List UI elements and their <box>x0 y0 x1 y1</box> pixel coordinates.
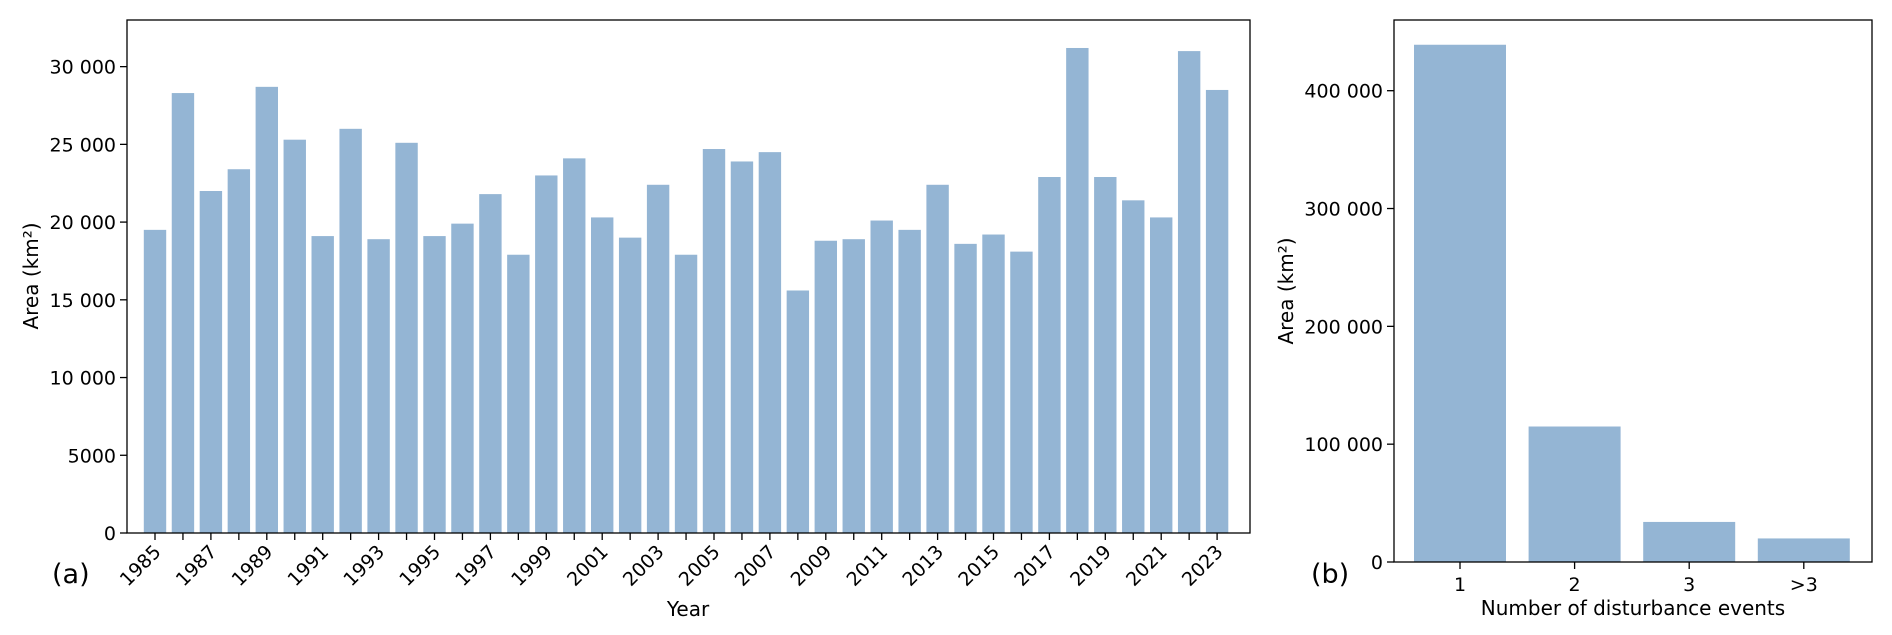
panel-a-bar-2016 <box>1010 251 1033 534</box>
panel-a-x-tick-label: 2017 <box>1010 541 1060 591</box>
panel-a-y-axis-label: Area (km²) <box>19 222 43 329</box>
panel-b-y-tick-label: 200 000 <box>1304 316 1383 338</box>
panel-a-bar-1990 <box>283 139 306 533</box>
panel-a-bars <box>143 47 1229 534</box>
panel-a-bar-1991 <box>311 236 334 533</box>
panel-a-bar-2002 <box>618 237 642 534</box>
panel-a-y-tick-label: 0 <box>104 523 116 545</box>
panel-a-x-tick-label: 2007 <box>731 541 781 591</box>
panel-a-bar-2010 <box>842 239 865 533</box>
panel-b-y-tick-label: 300 000 <box>1304 199 1383 221</box>
panel-a-bar-1999 <box>535 175 558 534</box>
panel-a-y-tick-label: 20 000 <box>50 212 116 234</box>
panel-b-x-axis-label: Number of disturbance events <box>1481 596 1785 620</box>
panel-a-x-axis-label: Year <box>666 597 710 621</box>
panel-a-bar-2000 <box>563 158 586 533</box>
panel-a-y-tick-label: 15 000 <box>50 290 116 312</box>
panel-b-y-axis: 0 100 000 200 000 300 000 400 000 <box>1304 81 1394 574</box>
panel-b-bars <box>1414 44 1850 563</box>
panel-a-x-tick-label: 2009 <box>787 541 837 591</box>
panel-a-bar-2015 <box>982 234 1005 533</box>
panel-a-bar-1995 <box>423 236 446 533</box>
panel-a-bar-2014 <box>954 243 977 533</box>
panel-a-bar-1993 <box>367 239 390 533</box>
panel-a-x-tick-label: 1987 <box>172 541 222 591</box>
panel-a-x-tick-label: 2015 <box>954 541 1004 591</box>
panel-a-bar-2013 <box>926 184 949 534</box>
panel-a-bar-2022 <box>1177 51 1201 533</box>
panel-a-bar-2011 <box>870 220 893 533</box>
panel-b-y-axis-label: Area (km²) <box>1274 237 1298 344</box>
panel-a-bar-2008 <box>786 290 810 533</box>
panel-a-bar-2019 <box>1094 177 1117 533</box>
panel-a-bar-2009 <box>814 240 837 533</box>
panel-b-x-tick-label: 2 <box>1569 574 1581 596</box>
panel-a-chart: 0 5000 10 000 15 000 20 000 25 000 30 000 1985… <box>19 19 1251 621</box>
panel-a-bar-2020 <box>1122 200 1145 533</box>
panel-a-bar-2001 <box>591 217 614 533</box>
panel-a-y-axis: 0 5000 10 000 15 000 20 000 25 000 30 000 <box>50 57 127 545</box>
panel-a-y-tick-label: 10 000 <box>50 368 116 390</box>
panel-a-bar-2004 <box>674 254 698 533</box>
panel-a-bar-2007 <box>758 152 782 534</box>
panel-a-x-tick-label: 1993 <box>339 541 389 591</box>
panel-a-bar-1986 <box>171 93 195 534</box>
panel-a-x-tick-label: 1995 <box>395 541 445 591</box>
panel-a-x-tick-label: 2021 <box>1122 541 1172 591</box>
panel-a-x-tick-label: 2005 <box>675 541 725 591</box>
panel-b-bar-2 <box>1528 426 1621 562</box>
panel-a-bar-2006 <box>730 161 754 534</box>
panel-a-bar-1988 <box>227 169 251 533</box>
panel-a-x-tick-label: 2019 <box>1066 541 1116 591</box>
panel-a-y-tick-label: 30 000 <box>50 57 116 79</box>
panel-a-x-tick-label: 2001 <box>563 541 613 591</box>
panel-a-x-tick-label: 1999 <box>507 541 557 591</box>
panel-b-chart: 0 100 000 200 000 300 000 400 000 1 2 3 >3 Numb… <box>1274 19 1873 620</box>
panel-b-y-tick-label: 400 000 <box>1304 81 1383 103</box>
panel-a-bar-2023 <box>1205 89 1229 534</box>
panel-a-x-tick-label: 2011 <box>842 541 892 591</box>
panel-b-bar-4 <box>1757 538 1850 562</box>
panel-a-bar-2018 <box>1066 47 1089 534</box>
panel-b-plot-frame <box>1393 19 1873 563</box>
panel-a-bar-1996 <box>451 223 474 534</box>
panel-a-x-tick-label: 1989 <box>228 541 278 591</box>
panel-a-plot-frame <box>126 19 1251 534</box>
panel-b-x-tick-label: >3 <box>1790 574 1818 596</box>
panel-b-y-tick-label: 100 000 <box>1304 434 1383 456</box>
panel-a-bar-1989 <box>255 86 278 533</box>
panel-a-x-tick-label: 2023 <box>1178 541 1228 591</box>
panel-a-bar-2005 <box>702 149 726 533</box>
panel-a-x-tick-label: 2013 <box>898 541 948 591</box>
panel-a-x-tick-label: 2003 <box>619 541 669 591</box>
panel-a-bar-1992 <box>339 128 362 533</box>
panel-a-bar-1994 <box>395 142 418 534</box>
panel-a-x-tick-label: 1985 <box>116 541 166 591</box>
panel-a-x-tick-label: 1991 <box>283 541 333 591</box>
panel-a-bar-2021 <box>1150 217 1173 533</box>
panel-a-bar-2012 <box>898 229 921 533</box>
panel-a-bar-1985 <box>143 229 167 533</box>
panel-b-label: (b) <box>1311 559 1349 590</box>
panel-a-bar-1998 <box>507 254 530 533</box>
panel-a-label: (a) <box>52 559 90 590</box>
panel-a-y-tick-label: 25 000 <box>50 134 116 156</box>
panel-a-x-axis: 1985 1987 1989 1991 1993 1995 1997 1999 2001 2003… <box>116 533 1228 591</box>
panel-a-bar-1987 <box>199 191 223 533</box>
panel-b-y-tick-label: 0 <box>1371 552 1383 574</box>
panel-a-bar-2003 <box>646 184 670 534</box>
panel-a-bar-2017 <box>1038 177 1061 533</box>
panel-a-bar-1997 <box>479 194 502 534</box>
panel-b-bar-1 <box>1414 44 1506 563</box>
panel-a-x-tick-label: 1997 <box>451 541 501 591</box>
panel-b-x-tick-label: 3 <box>1683 574 1695 596</box>
panel-b-x-axis: 1 2 3 >3 <box>1454 562 1818 596</box>
panel-b-bar-3 <box>1643 521 1736 562</box>
panel-b-x-tick-label: 1 <box>1454 574 1466 596</box>
panel-a-y-tick-label: 5000 <box>68 445 116 467</box>
